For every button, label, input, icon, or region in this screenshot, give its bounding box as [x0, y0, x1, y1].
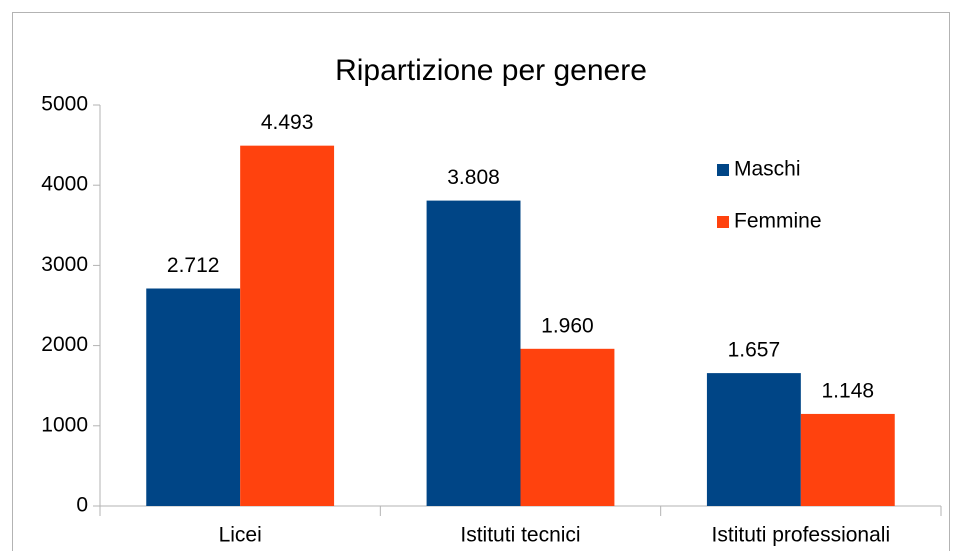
- y-tick-label: 2000: [41, 333, 88, 356]
- x-tick-label: Istituti tecnici: [460, 524, 580, 547]
- y-tick-label: 5000: [41, 93, 88, 116]
- y-tick-label: 1000: [41, 413, 88, 436]
- chart-title: Ripartizione per genere: [335, 54, 647, 87]
- value-label: 1.960: [541, 314, 594, 337]
- x-tick-label: Istituti professionali: [712, 524, 891, 547]
- legend-swatch: [717, 164, 729, 176]
- value-label: 1.657: [728, 339, 781, 362]
- bar: [800, 413, 895, 506]
- x-tick-label: Licei: [219, 524, 262, 547]
- legend-label: Maschi: [734, 158, 801, 181]
- bar: [706, 373, 801, 506]
- legend-swatch: [717, 216, 729, 228]
- chart-frame: [12, 12, 950, 551]
- value-label: 2.712: [167, 254, 220, 277]
- bar: [240, 145, 335, 506]
- y-tick-label: 3000: [41, 253, 88, 276]
- bar: [520, 348, 615, 506]
- bar: [146, 288, 241, 506]
- value-label: 4.493: [261, 111, 314, 134]
- y-tick-label: 0: [76, 494, 88, 517]
- y-tick-label: 4000: [41, 173, 88, 196]
- legend-label: Femmine: [734, 210, 822, 233]
- bar: [426, 200, 521, 507]
- value-label: 1.148: [822, 379, 875, 402]
- value-label: 3.808: [447, 166, 500, 189]
